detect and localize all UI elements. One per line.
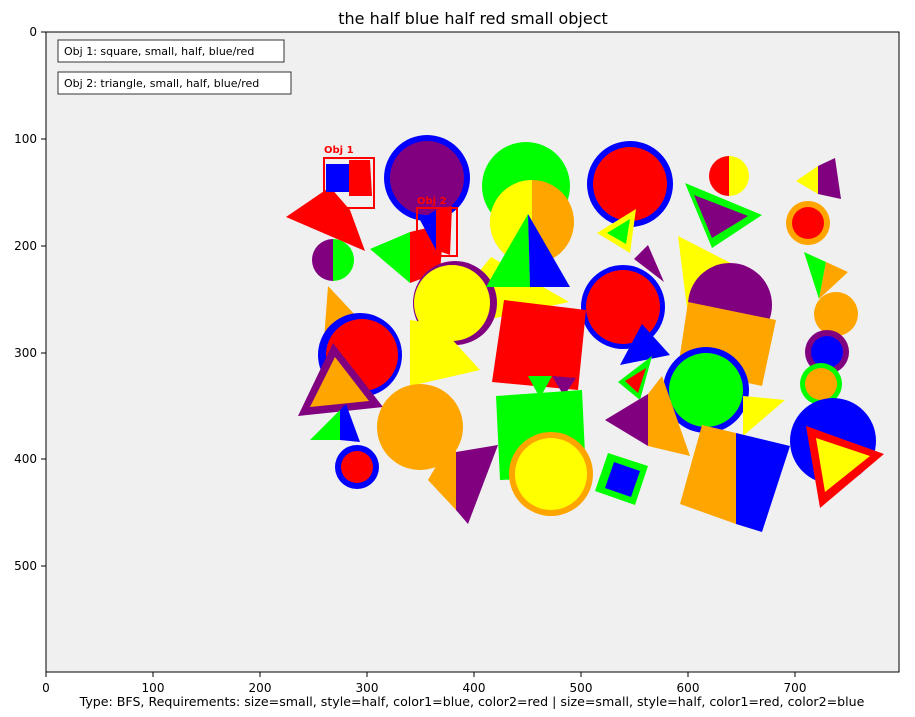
- triangle-shape: [528, 214, 570, 287]
- half-circle-shape: [333, 239, 354, 281]
- marker-box-obj1: [323, 157, 375, 209]
- triangle-shape: [804, 252, 826, 299]
- triangle-shape: [818, 158, 841, 199]
- circle-shape: [811, 336, 843, 368]
- x-tick-label: 700: [784, 681, 807, 695]
- x-tick-label: 100: [142, 681, 165, 695]
- info-box-obj1: [57, 39, 285, 63]
- axes-background: [45, 31, 900, 673]
- info-boxes: Obj 1: square, small, half, blue/red Obj…: [57, 39, 292, 95]
- triangle-shape: [310, 410, 340, 440]
- triangle-shape: [634, 245, 664, 282]
- circle-shape: [515, 438, 587, 510]
- triangle-shape: [620, 324, 670, 365]
- y-tick-label: 400: [14, 452, 37, 466]
- triangle-shape: [605, 394, 648, 446]
- triangle-shape: [552, 376, 576, 396]
- circle-shape: [593, 147, 667, 221]
- y-tick-label: 200: [14, 239, 37, 253]
- marker-label-obj1: Obj 1: [324, 145, 354, 156]
- half-circle-shape: [312, 239, 333, 281]
- triangle-shape: [410, 320, 480, 386]
- marker-box-obj2: [416, 207, 458, 257]
- target-triangle-red-half: [436, 206, 452, 255]
- square-shape: [736, 433, 790, 532]
- circle-shape: [805, 368, 837, 400]
- x-tick-label: 0: [42, 681, 50, 695]
- y-tick-label: 500: [14, 559, 37, 573]
- x-tick-label: 600: [677, 681, 700, 695]
- object-markers: Obj 1 Obj 2: [323, 145, 458, 257]
- y-tick-label: 300: [14, 346, 37, 360]
- triangle-shape: [796, 166, 818, 194]
- circle-shape: [814, 292, 858, 336]
- circle-shape: [341, 451, 373, 483]
- triangle-shape: [528, 376, 552, 398]
- triangle-shape: [819, 262, 848, 299]
- triangle-shape: [286, 187, 365, 251]
- square-shape: [492, 300, 586, 390]
- triangle-shape: [694, 195, 748, 238]
- marker-label-obj2: Obj 2: [417, 196, 447, 207]
- shapes-layer: [286, 135, 884, 532]
- triangle-shape: [816, 438, 870, 492]
- triangle-shape: [486, 214, 530, 287]
- plot-area: Obj 1 Obj 2 Obj 1: square, small, half, …: [45, 31, 900, 673]
- triangle-shape: [340, 404, 360, 442]
- requirements-caption: Type: BFS, Requirements: size=small, sty…: [79, 694, 865, 709]
- circle-shape: [669, 353, 743, 427]
- triangle-shape: [743, 396, 785, 436]
- x-tick-label: 200: [249, 681, 272, 695]
- x-tick-label: 300: [356, 681, 379, 695]
- circle-shape: [414, 265, 490, 341]
- y-axis: 0 100 200 300 400 500: [14, 25, 46, 573]
- square-shape: [605, 462, 640, 497]
- target-square-blue-half: [326, 164, 349, 192]
- circle-shape: [792, 207, 824, 239]
- triangle-shape: [648, 376, 690, 456]
- target-square-red-half: [349, 160, 372, 196]
- info-text-obj1: Obj 1: square, small, half, blue/red: [64, 45, 254, 58]
- y-tick-label: 100: [14, 132, 37, 146]
- triangle-shape: [310, 357, 369, 407]
- square-shape: [680, 425, 736, 524]
- info-box-obj2: [57, 71, 292, 95]
- triangle-shape: [456, 445, 498, 524]
- triangle-shape: [370, 232, 410, 283]
- x-axis: 0 100 200 300 400 500 600 700: [42, 672, 806, 695]
- target-triangle-blue-half: [420, 210, 436, 250]
- triangle-shape: [428, 432, 456, 510]
- circle-shape: [377, 384, 463, 470]
- triangle-shape: [625, 368, 646, 393]
- circle-shape: [390, 141, 464, 215]
- x-tick-label: 400: [463, 681, 486, 695]
- y-tick-label: 0: [29, 25, 37, 39]
- figure-title: the half blue half red small object: [338, 9, 608, 28]
- x-tick-label: 500: [570, 681, 593, 695]
- info-text-obj2: Obj 2: triangle, small, half, blue/red: [64, 77, 259, 90]
- half-circle-shape: [729, 156, 749, 196]
- half-circle-shape: [709, 156, 729, 196]
- triangle-shape: [607, 219, 630, 244]
